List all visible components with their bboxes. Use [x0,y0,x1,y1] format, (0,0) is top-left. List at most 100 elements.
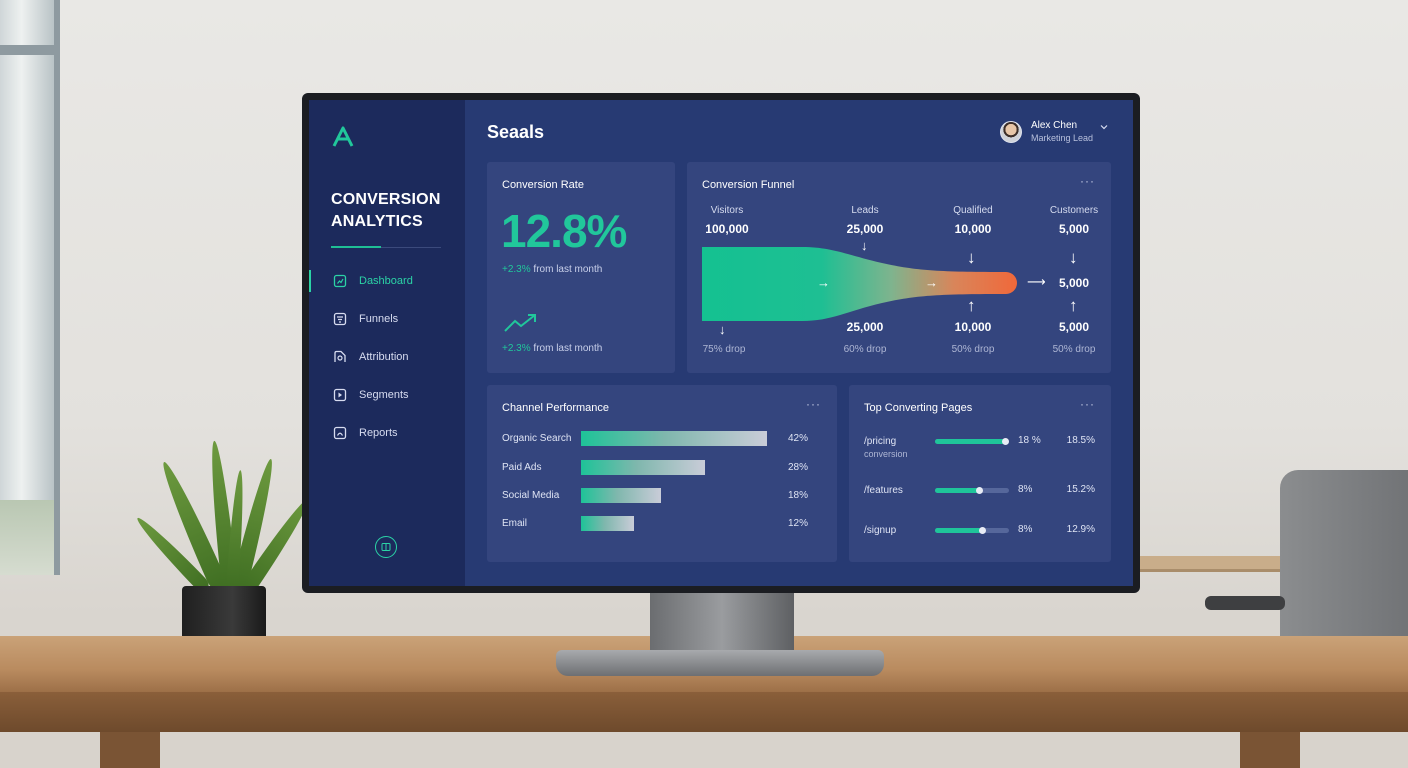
arrow-right-icon: → [925,275,938,290]
funnel-stage-label: Visitors [710,205,744,216]
channel-row[interactable]: Email 12% [502,516,808,532]
funnel-stage-lower-value: 10,000 [954,320,992,334]
page-path-label: /pricing [864,436,897,447]
page-path: /signup [864,524,896,537]
funnel-stage-lower-value: 5,000 [1058,320,1090,334]
sidebar-item-funnels[interactable]: Funnels [309,300,465,338]
sidebar-item-attribution[interactable]: Attribution [309,338,465,376]
sidebar-item-reports[interactable]: Reports [309,414,465,452]
channel-performance-card: Channel Performance ··· Organic Search 42… [487,385,837,562]
arrow-right-icon: → [817,275,830,290]
channel-bar [581,460,705,475]
user-menu[interactable]: Alex Chen Marketing Lead [999,120,1109,143]
sidebar-item-label: Reports [359,427,398,439]
main-content: Seaals Alex Chen Marketing Lead Conversi… [465,100,1133,586]
page-row[interactable]: /signup 8% 12.9% [864,524,1095,554]
arrow-down-icon: ↓ [861,238,868,253]
arrow-right-icon: ⟶ [1027,274,1046,289]
channel-row[interactable]: Social Media 18% [502,488,808,504]
sidebar-item-segments[interactable]: Segments [309,376,465,414]
funnel-stage-value: 25,000 [846,222,884,236]
channel-value: 18% [787,490,808,501]
dashboard-icon [333,274,347,288]
channel-bar [581,516,635,531]
trend-up-icon [504,314,536,332]
desk-leg [1240,732,1300,768]
page-title: Seaals [487,122,545,142]
funnel-stage-leads: Leads 25,000 [837,205,893,236]
page-row[interactable]: /pricing conversion 18 % 18.5% [864,435,1095,465]
arrow-up-icon: ↑ [1069,296,1078,315]
arrow-down-icon: ↓ [719,322,726,337]
funnel-stage-label: Customers [1049,205,1099,216]
funnel-stage-lower-value: 25,000 [846,320,884,334]
funnel-stage-visitors: Visitors 100,000 [699,205,755,236]
funnel-icon [333,312,347,326]
chair-armrest [1205,596,1285,610]
card-title: Conversion Funnel [702,179,795,191]
page-progress-fill [935,527,986,534]
delta-suffix: from last month [533,343,603,354]
page-progress-fill [935,487,983,494]
conversion-funnel-card: Conversion Funnel ··· Visitors 100,000 L… [687,162,1111,373]
monitor-base [556,650,884,676]
page-path: /features [864,484,903,497]
more-options-button[interactable]: ··· [1080,174,1095,188]
delta-value: +2.3% [502,343,531,354]
avatar [999,120,1022,143]
logo-icon[interactable] [331,126,355,148]
page-conversion: 15.2% [1066,484,1095,495]
channel-row[interactable]: Organic Search 42% [502,431,808,447]
sidebar-item-dashboard[interactable]: Dashboard [309,262,465,300]
page-path-label: /signup [864,525,897,536]
funnel-drop: 60% drop [843,344,887,355]
funnel-stage-value: 10,000 [954,222,992,236]
collapse-sidebar-button[interactable] [375,536,397,558]
card-title: Top Converting Pages [864,402,973,414]
channel-name: Email [502,518,528,529]
channel-bar [581,488,661,503]
channel-bar-track [581,460,771,475]
monitor-stand [650,592,794,658]
segments-icon [333,388,347,402]
user-role: Marketing Lead [1030,133,1093,143]
channel-bar-track [581,516,771,531]
channel-row[interactable]: Paid Ads 28% [502,460,808,476]
reports-icon [333,426,347,440]
funnel-output-value: 5,000 [1059,276,1090,290]
more-options-button[interactable]: ··· [806,397,821,411]
more-options-button[interactable]: ··· [1080,397,1095,411]
desk-edge [0,692,1408,732]
attribution-icon [334,350,346,362]
funnel-stage-qualified: Qualified 10,000 [943,205,1003,236]
sidebar-item-label: Funnels [359,313,399,325]
funnel-drop: 50% drop [1052,344,1096,355]
page-progress-track [935,438,1009,445]
page-subtitle: conversion [864,449,908,459]
arrow-down-icon: ↓ [967,248,976,267]
card-title: Channel Performance [502,402,610,414]
arrow-down-icon: ↓ [1069,248,1078,267]
brand-line-2: ANALYTICS [331,213,423,230]
channel-bar-track [581,488,771,503]
conversion-rate-value: 12.8% [501,205,627,257]
page-progress-track [935,487,1009,494]
funnel-shape [702,247,1017,321]
channel-bar-track [581,431,771,446]
channel-value: 12% [787,518,808,529]
user-name: Alex Chen [1030,120,1078,131]
monitor: CONVERSION ANALYTICS Dashboard [302,93,1140,593]
delta-value: +2.3% [502,264,531,275]
page-row[interactable]: /features 8% 15.2% [864,484,1095,514]
card-title: Conversion Rate [502,179,584,191]
office-chair [1280,470,1408,650]
conversion-rate-delta-secondary: +2.3% from last month [502,343,602,354]
page-share: 8% [1018,484,1033,495]
channel-value: 28% [787,462,808,473]
wall-shelf [1140,556,1290,572]
brand-divider [331,246,441,248]
delta-suffix: from last month [533,264,603,275]
user-info: Alex Chen Marketing Lead [1031,120,1093,143]
page-share: 8% [1018,524,1033,535]
screen: CONVERSION ANALYTICS Dashboard [309,100,1133,586]
